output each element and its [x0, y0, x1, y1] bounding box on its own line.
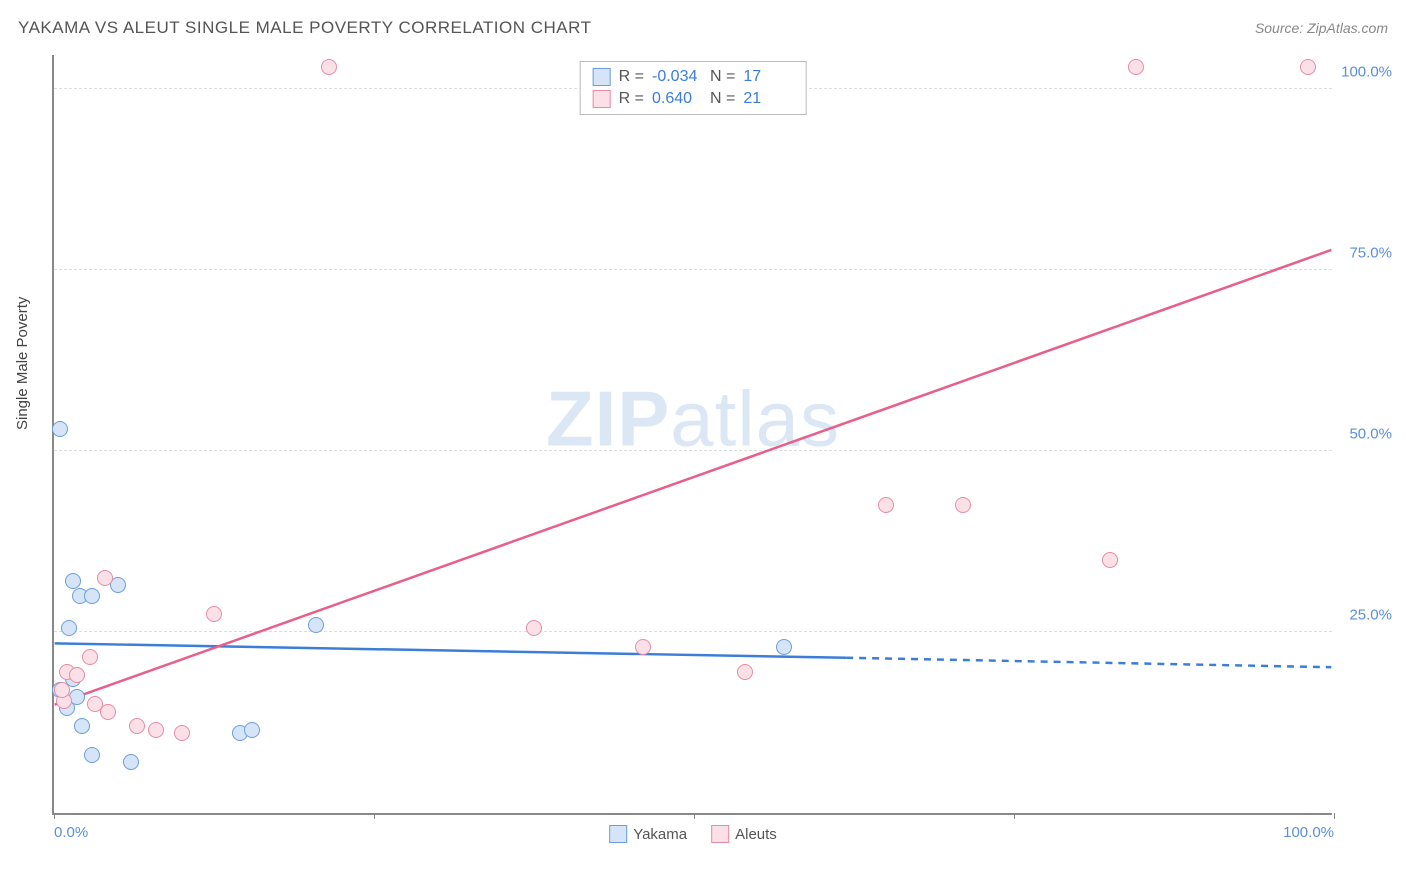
data-point — [308, 617, 324, 633]
data-point — [123, 754, 139, 770]
data-point — [1102, 552, 1118, 568]
legend-swatch — [711, 825, 729, 843]
data-point — [526, 620, 542, 636]
y-tick-label: 25.0% — [1349, 607, 1392, 624]
stat-value-n: 21 — [743, 90, 793, 108]
chart-title: YAKAMA VS ALEUT SINGLE MALE POVERTY CORR… — [18, 18, 592, 38]
x-tick — [374, 813, 375, 819]
data-point — [635, 639, 651, 655]
stat-label-r: R = — [619, 90, 644, 108]
data-point — [82, 649, 98, 665]
data-point — [955, 497, 971, 513]
stat-label-n: N = — [710, 90, 735, 108]
data-point — [206, 606, 222, 622]
data-point — [1300, 59, 1316, 75]
data-point — [100, 704, 116, 720]
legend-series-name: Yakama — [633, 826, 687, 843]
legend-series-name: Aleuts — [735, 826, 777, 843]
x-tick — [1014, 813, 1015, 819]
data-point — [321, 59, 337, 75]
legend-swatch — [609, 825, 627, 843]
data-point — [737, 664, 753, 680]
data-point — [84, 747, 100, 763]
legend-stat-row: R = 0.640 N = 21 — [593, 88, 794, 110]
x-tick-label: 100.0% — [1283, 824, 1334, 841]
x-tick — [54, 813, 55, 819]
stat-label-r: R = — [619, 68, 644, 86]
data-point — [97, 570, 113, 586]
data-point — [878, 497, 894, 513]
data-point — [74, 718, 90, 734]
data-point — [69, 667, 85, 683]
y-tick-label: 75.0% — [1349, 245, 1392, 262]
legend-item: Aleuts — [711, 825, 777, 843]
stat-value-r: 0.640 — [652, 90, 702, 108]
y-tick-label: 50.0% — [1349, 426, 1392, 443]
stat-value-n: 17 — [743, 68, 793, 86]
x-tick — [1334, 813, 1335, 819]
data-point — [174, 725, 190, 741]
stat-label-n: N = — [710, 68, 735, 86]
stat-value-r: -0.034 — [652, 68, 702, 86]
legend-swatch — [593, 90, 611, 108]
title-bar: YAKAMA VS ALEUT SINGLE MALE POVERTY CORR… — [18, 18, 1388, 38]
data-point — [61, 620, 77, 636]
data-point — [244, 722, 260, 738]
data-point — [129, 718, 145, 734]
legend-stat-row: R = -0.034 N = 17 — [593, 66, 794, 88]
data-point — [1128, 59, 1144, 75]
legend-item: Yakama — [609, 825, 687, 843]
data-point — [148, 722, 164, 738]
y-tick-label: 100.0% — [1341, 64, 1392, 81]
data-point — [776, 639, 792, 655]
x-tick-label: 0.0% — [54, 824, 88, 841]
plot-area: ZIPatlas 25.0%50.0%75.0%100.0% 0.0%100.0… — [52, 55, 1332, 815]
legend-swatch — [593, 68, 611, 86]
data-point — [52, 421, 68, 437]
source-label: Source: ZipAtlas.com — [1255, 20, 1388, 36]
x-tick — [694, 813, 695, 819]
y-axis-label: Single Male Poverty — [14, 297, 31, 430]
data-point — [84, 588, 100, 604]
data-point — [54, 682, 70, 698]
correlation-legend: R = -0.034 N = 17 R = 0.640 N = 21 — [580, 61, 807, 115]
series-legend: Yakama Aleuts — [609, 825, 777, 843]
